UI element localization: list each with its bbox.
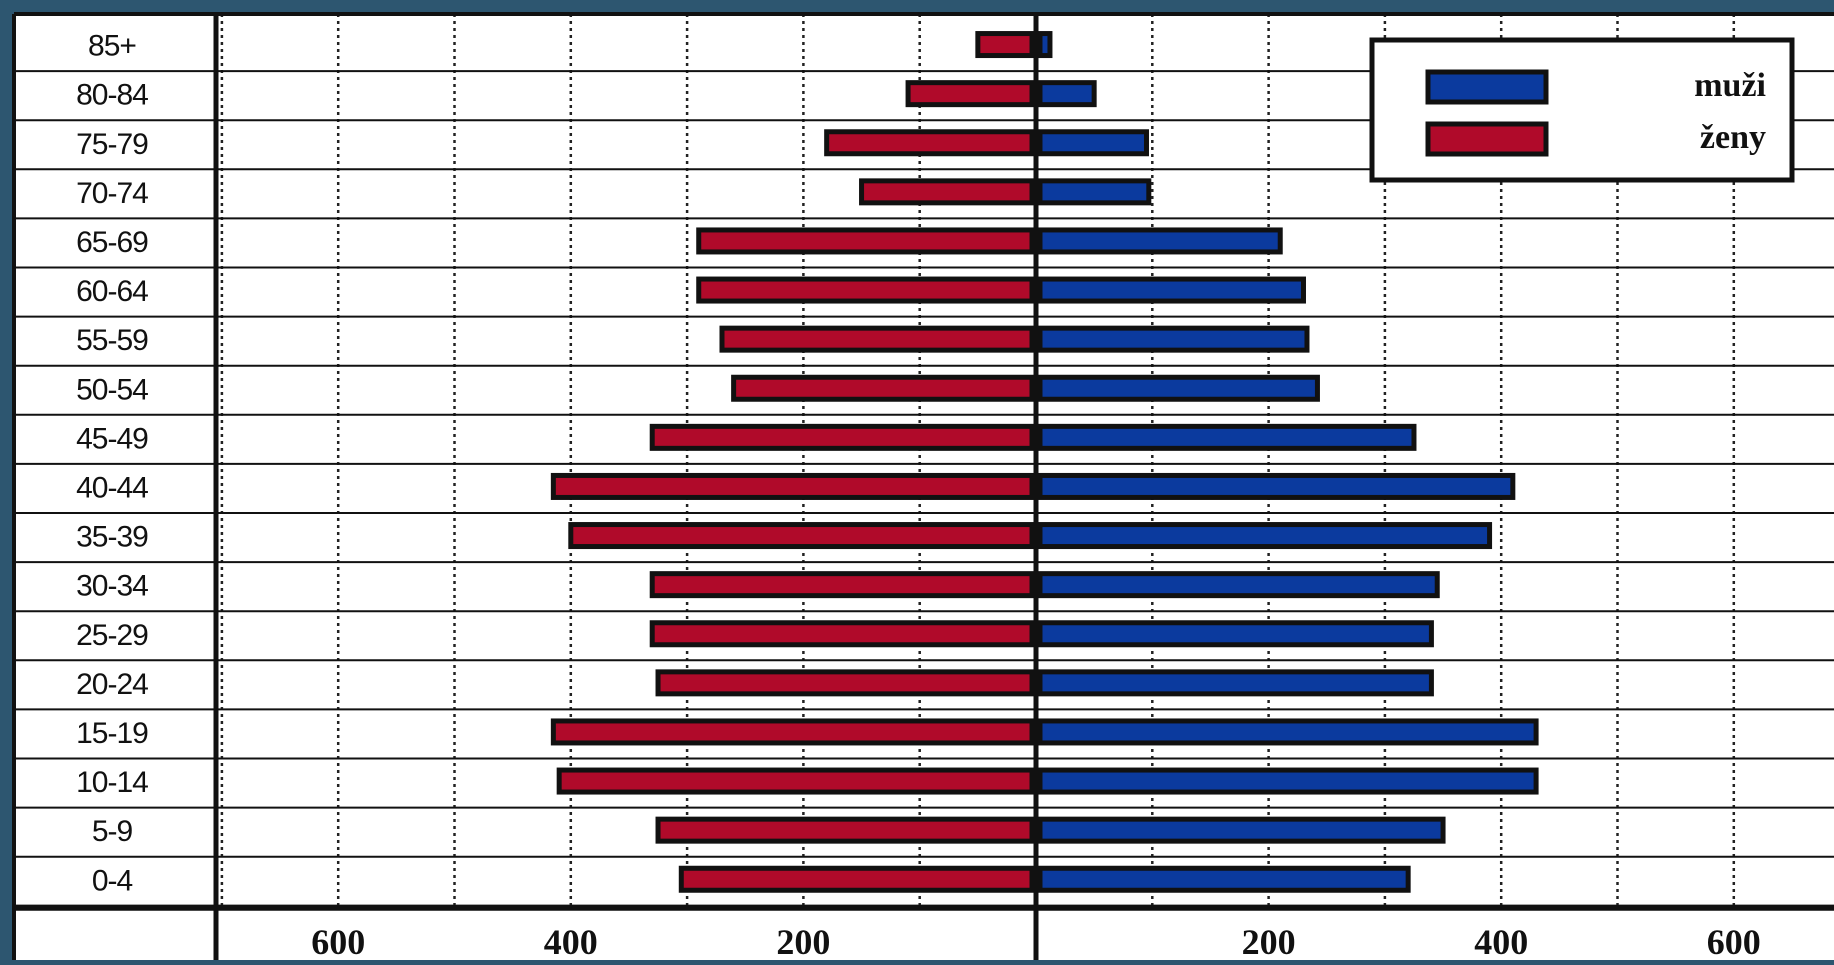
- bar-male-50-54: [1037, 374, 1320, 402]
- legend: muži ženy: [1369, 37, 1795, 183]
- x-tick-label: 400: [1474, 922, 1528, 960]
- x-tick-label: 600: [1707, 922, 1761, 960]
- bar-female-75-79: [824, 129, 1035, 157]
- age-label-20-24: 20-24: [76, 668, 148, 701]
- bars: [550, 31, 1539, 893]
- age-label-35-39: 35-39: [76, 521, 148, 554]
- age-label-15-19: 15-19: [76, 717, 148, 750]
- bar-male-0-4: [1037, 865, 1411, 893]
- bar-male-70-74: [1037, 178, 1152, 206]
- legend-swatch-female: [1425, 121, 1549, 157]
- age-label-30-34: 30-34: [76, 570, 148, 603]
- x-tick-label: 200: [776, 922, 830, 960]
- bar-female-40-44: [550, 472, 1035, 500]
- bar-male-55-59: [1037, 325, 1310, 353]
- bar-female-30-34: [649, 571, 1035, 599]
- bar-male-25-29: [1037, 620, 1434, 648]
- legend-box: [1369, 37, 1795, 183]
- x-tick-labels: 600 400 200 200 400 600: [311, 922, 1761, 962]
- age-label-50-54: 50-54: [76, 373, 148, 406]
- age-label-75-79: 75-79: [76, 128, 148, 161]
- x-tick-label: 600: [311, 922, 365, 960]
- legend-label-male: muži: [1694, 67, 1766, 104]
- bar-female-25-29: [649, 620, 1035, 648]
- bar-male-85+: [1037, 31, 1053, 59]
- x-tick-label: 200: [1242, 922, 1296, 960]
- age-label-85+: 85+: [88, 30, 136, 63]
- bar-female-50-54: [731, 374, 1035, 402]
- bar-female-60-64: [696, 276, 1035, 304]
- bar-female-70-74: [859, 178, 1035, 206]
- bar-male-15-19: [1037, 718, 1539, 746]
- x-tick-label: 400: [544, 922, 598, 960]
- bar-female-45-49: [649, 423, 1035, 451]
- bar-female-5-9: [655, 816, 1035, 844]
- bar-male-30-34: [1037, 571, 1440, 599]
- bar-female-20-24: [655, 669, 1035, 697]
- bar-female-0-4: [678, 865, 1035, 893]
- bar-male-80-84: [1037, 80, 1097, 108]
- bar-female-15-19: [550, 718, 1035, 746]
- age-label-45-49: 45-49: [76, 422, 148, 455]
- age-label-55-59: 55-59: [76, 324, 148, 357]
- bar-male-60-64: [1037, 276, 1306, 304]
- age-label-70-74: 70-74: [76, 177, 148, 210]
- bar-female-65-69: [696, 227, 1035, 255]
- bar-female-55-59: [719, 325, 1035, 353]
- age-label-10-14: 10-14: [76, 766, 148, 799]
- bar-female-35-39: [568, 522, 1035, 550]
- bar-male-65-69: [1037, 227, 1283, 255]
- legend-label-female: ženy: [1700, 119, 1766, 156]
- bar-male-5-9: [1037, 816, 1446, 844]
- bar-male-10-14: [1037, 767, 1539, 795]
- frame: [12, 12, 1834, 960]
- bar-male-45-49: [1037, 423, 1417, 451]
- bar-male-35-39: [1037, 522, 1493, 550]
- legend-swatch-male: [1425, 69, 1549, 105]
- bar-male-20-24: [1037, 669, 1434, 697]
- age-label-80-84: 80-84: [76, 79, 148, 112]
- age-label-25-29: 25-29: [76, 619, 148, 652]
- age-label-60-64: 60-64: [76, 275, 148, 308]
- bar-male-75-79: [1037, 129, 1149, 157]
- age-label-5-9: 5-9: [92, 815, 133, 848]
- age-labels: 85+ 80-84 75-79 70-74 65-69 60-64 55-59 50-54 45…: [76, 30, 149, 898]
- age-label-65-69: 65-69: [76, 226, 148, 259]
- age-label-0-4: 0-4: [92, 864, 133, 897]
- bar-male-40-44: [1037, 472, 1516, 500]
- bar-female-10-14: [556, 767, 1035, 795]
- bar-female-85+: [975, 31, 1035, 59]
- age-label-40-44: 40-44: [76, 471, 148, 504]
- bar-female-80-84: [905, 80, 1035, 108]
